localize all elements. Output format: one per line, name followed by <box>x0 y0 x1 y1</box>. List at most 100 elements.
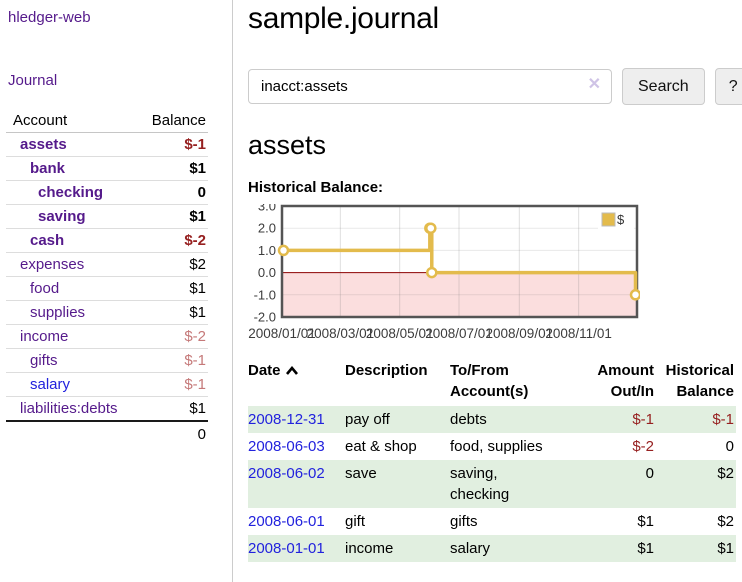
svg-text:2008/07/01: 2008/07/01 <box>425 326 493 341</box>
account-row: food $1 <box>6 277 208 301</box>
svg-text:1.0: 1.0 <box>258 243 276 258</box>
sidebar-account-saving[interactable]: saving <box>38 208 86 225</box>
account-total-row: 0 <box>6 421 208 446</box>
transaction-balance: $2 <box>717 465 734 482</box>
transaction-accounts: gifts <box>450 513 478 530</box>
account-balance: $1 <box>189 160 206 177</box>
account-row: checking 0 <box>6 181 208 205</box>
account-header: To/From Account(s) <box>450 362 529 400</box>
transaction-accounts: food, supplies <box>450 438 543 455</box>
sidebar-account-gifts[interactable]: gifts <box>30 352 58 369</box>
svg-text:-2.0: -2.0 <box>254 310 276 325</box>
account-balance: $-1 <box>184 352 206 369</box>
transaction-amount: $1 <box>637 540 654 557</box>
account-balance: $1 <box>189 208 206 225</box>
register-header-row: Date Description To/From Account(s) Amou… <box>248 358 736 406</box>
sidebar-account-food[interactable]: food <box>30 280 60 297</box>
sidebar-account-salary[interactable]: salary <box>30 376 71 393</box>
svg-text:0.0: 0.0 <box>258 265 276 280</box>
account-row: saving $1 <box>6 205 208 229</box>
balance-header: Historical Balance <box>665 362 734 400</box>
transaction-date-link[interactable]: 2008-06-02 <box>248 465 325 482</box>
register-row: 2008-06-01 gift gifts $1 $2 <box>248 508 736 535</box>
search-input[interactable] <box>248 69 612 104</box>
description-header: Description <box>345 362 428 379</box>
svg-text:2008/01/01: 2008/01/01 <box>248 326 316 341</box>
sidebar-item-journal[interactable]: Journal <box>8 72 58 89</box>
transaction-balance: $2 <box>717 513 734 530</box>
sidebar-account-supplies[interactable]: supplies <box>30 304 86 321</box>
account-tree-table: Account Balance assets $-1 bank $1 check… <box>6 109 208 446</box>
account-row: expenses $2 <box>6 253 208 277</box>
transaction-description: income <box>345 540 394 557</box>
sort-ascending-icon <box>285 365 298 375</box>
account-row: salary $-1 <box>6 373 208 397</box>
historical-balance-chart: $3.0 2.0 1.0 0.0 -1.0 -2.02008/01/012008/03/0… <box>248 204 640 341</box>
account-row: supplies $1 <box>6 301 208 325</box>
transaction-balance: $1 <box>717 540 734 557</box>
balance-column-header: Balance <box>135 109 208 133</box>
sidebar-account-cash[interactable]: cash <box>30 232 65 249</box>
account-balance: 0 <box>197 184 206 201</box>
transaction-amount: 0 <box>645 465 654 482</box>
account-heading: assets <box>248 130 327 160</box>
account-balance: $-1 <box>184 136 206 153</box>
svg-text:2008/09/01: 2008/09/01 <box>486 326 554 341</box>
svg-text:2008/11/01: 2008/11/01 <box>545 326 612 341</box>
sidebar-account-income[interactable]: income <box>20 328 69 345</box>
chart-heading: Historical Balance: <box>248 179 384 196</box>
transaction-description: pay off <box>345 411 390 428</box>
svg-text:2008/05/01: 2008/05/01 <box>366 326 434 341</box>
transaction-date-link[interactable]: 2008-01-01 <box>248 540 325 557</box>
account-row: liabilities:debts $1 <box>6 397 208 421</box>
transaction-accounts: debts <box>450 411 487 428</box>
sidebar-account-liabilities-debts[interactable]: liabilities:debts <box>20 400 118 417</box>
account-balance: $1 <box>189 280 206 297</box>
transaction-date-link[interactable]: 2008-06-03 <box>248 438 325 455</box>
account-row: income $-2 <box>6 325 208 349</box>
brand-link[interactable]: hledger-web <box>8 9 91 26</box>
account-row: cash $-2 <box>6 229 208 253</box>
account-balance: $-1 <box>184 376 206 393</box>
register-row: 2008-06-02 save saving, checking 0 $2 <box>248 460 736 508</box>
account-column-header: Account <box>6 109 136 133</box>
sidebar-account-expenses[interactable]: expenses <box>20 256 85 273</box>
account-table-header: Account Balance <box>6 109 208 133</box>
transaction-balance: 0 <box>725 438 734 455</box>
page-title: sample.journal <box>248 2 439 35</box>
account-balance: $2 <box>189 256 206 273</box>
clear-search-icon[interactable]: ✕ <box>587 76 601 93</box>
account-row: gifts $-1 <box>6 349 208 373</box>
search-form: ✕ Search ? <box>248 68 742 105</box>
register-row: 2008-06-03 eat & shop food, supplies $-2… <box>248 433 736 460</box>
search-button[interactable]: Search <box>622 68 705 105</box>
transaction-accounts: saving, checking <box>450 465 510 503</box>
transaction-description: save <box>345 465 377 482</box>
help-button[interactable]: ? <box>714 68 742 105</box>
transaction-date-link[interactable]: 2008-06-01 <box>248 513 325 530</box>
sidebar-account-bank[interactable]: bank <box>30 160 66 177</box>
amount-header: Amount Out/In <box>597 362 654 400</box>
register-row: 2008-12-31 pay off debts $-1 $-1 <box>248 406 736 433</box>
transaction-date-link[interactable]: 2008-12-31 <box>248 411 325 428</box>
transaction-description: eat & shop <box>345 438 417 455</box>
svg-text:2008/03/01: 2008/03/01 <box>307 326 375 341</box>
svg-text:-1.0: -1.0 <box>254 287 276 302</box>
sidebar-account-assets[interactable]: assets <box>20 136 67 153</box>
register-table: Date Description To/From Account(s) Amou… <box>248 358 736 562</box>
transaction-amount: $-1 <box>632 411 654 428</box>
account-row: bank $1 <box>6 157 208 181</box>
svg-text:$: $ <box>617 212 625 227</box>
svg-text:2.0: 2.0 <box>258 221 276 236</box>
transaction-amount: $1 <box>637 513 654 530</box>
account-balance: $-2 <box>184 328 206 345</box>
main-content: sample.journal ✕ Search ? assets Histori… <box>233 0 742 582</box>
transaction-accounts: salary <box>450 540 491 557</box>
transaction-amount: $-2 <box>632 438 654 455</box>
account-balance: $1 <box>189 304 206 321</box>
account-total-balance: 0 <box>197 426 206 443</box>
sidebar-account-checking[interactable]: checking <box>38 184 104 201</box>
sort-by-date-button[interactable]: Date <box>248 362 299 379</box>
account-balance: $1 <box>189 400 206 417</box>
